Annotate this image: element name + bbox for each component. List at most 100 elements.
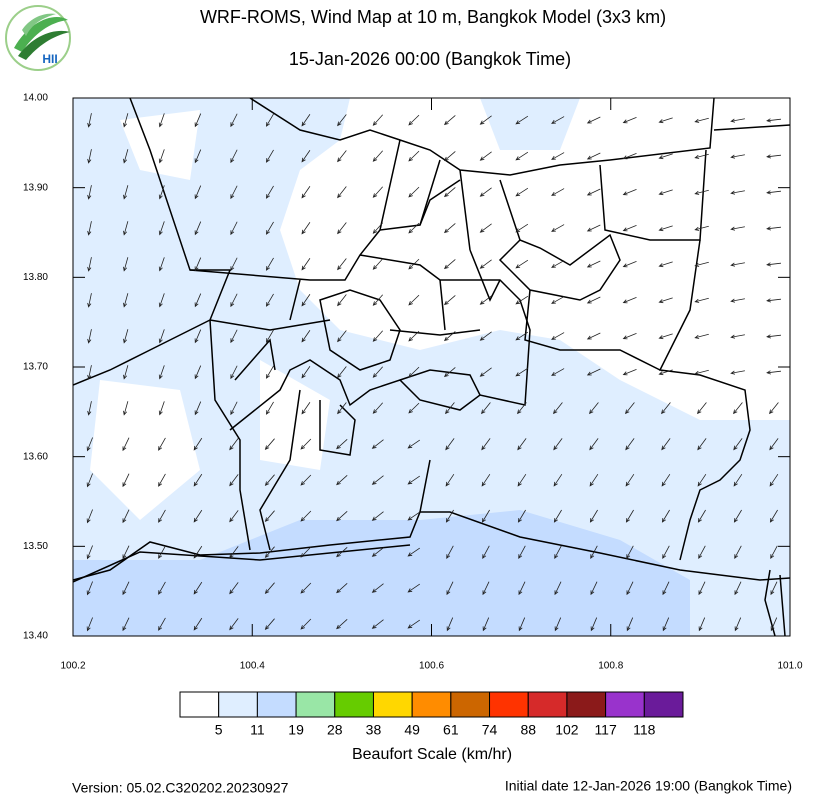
wind-arrow [625, 509, 634, 523]
wind-arrow [372, 294, 383, 306]
wind-arrow [769, 509, 778, 523]
wind-arrow [551, 188, 565, 196]
wind-arrow [158, 401, 165, 416]
wind-arrow [553, 473, 563, 487]
wind-arrow [123, 221, 129, 236]
wind-arrow [264, 546, 275, 559]
wind-arrow [769, 402, 779, 415]
wind-arrow [661, 509, 670, 523]
wind-arrow [230, 185, 238, 200]
map-area [73, 98, 790, 636]
wind-arrow [518, 617, 526, 632]
wind-arrow [229, 546, 239, 559]
wind-arrow [730, 334, 745, 339]
wind-arrow [515, 295, 529, 305]
wind-arrow [193, 473, 203, 487]
wind-arrow [622, 261, 637, 268]
wind-arrow [336, 619, 348, 630]
colorbar-box [411, 691, 452, 718]
wind-arrow [158, 149, 165, 164]
wind-arrow [408, 258, 420, 270]
wind-arrow [697, 438, 707, 451]
wind-arrow [445, 402, 455, 415]
wind-arrow [194, 401, 202, 416]
wind-arrow [372, 402, 383, 414]
wind-arrow [264, 438, 275, 451]
wind-arrow [123, 257, 129, 272]
wind-arrow [337, 222, 347, 235]
wind-arrow [194, 149, 202, 164]
wind-arrow [479, 151, 492, 161]
wind-arrow [371, 439, 384, 449]
wind-arrow [193, 437, 203, 451]
wind-arrow [554, 617, 562, 632]
wind-arrow [766, 118, 781, 123]
wind-arrow [87, 293, 92, 308]
y-tick-label: 13.50 [23, 541, 48, 552]
wind-arrow [482, 581, 490, 596]
wind-arrow [482, 545, 490, 559]
wind-arrow [372, 186, 383, 198]
wind-arrow [337, 186, 347, 199]
wind-arrow [586, 296, 601, 304]
colorbar-label: 38 [366, 722, 382, 738]
x-tick-label: 100.4 [240, 661, 265, 672]
wind-arrow [766, 226, 781, 231]
wind-arrow [87, 401, 92, 416]
wind-arrow [229, 618, 239, 631]
wind-arrow [194, 113, 202, 128]
wind-arrow [301, 401, 311, 415]
wind-arrow [446, 617, 454, 632]
wind-arrow [301, 329, 311, 343]
wind-arrow [336, 511, 348, 522]
wind-arrow [230, 293, 238, 308]
wind-arrow [590, 545, 598, 559]
wind-arrow [407, 511, 421, 521]
wind-arrow [158, 293, 165, 308]
wind-arrow [622, 225, 637, 232]
wind-arrow [698, 545, 706, 559]
wind-arrow [158, 257, 165, 272]
wind-arrow [479, 187, 492, 197]
wind-arrow [626, 545, 634, 559]
wind-arrow [551, 296, 565, 304]
wind-arrows [86, 113, 781, 632]
wind-arrow [87, 257, 92, 272]
wind-arrow [336, 475, 348, 486]
wind-arrow [589, 473, 599, 487]
wind-arrow [193, 545, 203, 559]
wind-arrow [730, 190, 745, 195]
colorbar-label: 19 [288, 722, 304, 738]
wind-arrow [158, 473, 166, 487]
wind-arrow [658, 297, 673, 304]
wind-arrow [769, 438, 779, 451]
colorbar-box [643, 691, 684, 718]
wind-arrow [766, 190, 781, 195]
wind-arrow [301, 149, 311, 163]
wind-arrow [658, 333, 673, 340]
wind-arrow [625, 438, 635, 451]
wind-arrow [625, 473, 635, 487]
wind-arrow [698, 617, 706, 632]
wind-arrow [554, 581, 562, 596]
wind-arrow [371, 583, 384, 593]
colorbar-box [256, 691, 297, 718]
wind-arrow [590, 581, 598, 596]
colorbar-label: 49 [404, 722, 420, 738]
wind-arrow [408, 150, 420, 162]
wind-arrow [300, 438, 312, 450]
wind-arrow [626, 617, 634, 632]
wind-arrow [301, 365, 311, 379]
wind-arrow [86, 473, 93, 488]
wind-arrow [265, 221, 274, 235]
wind-arrow [264, 510, 275, 523]
wind-arrow [158, 185, 165, 200]
wind-arrow [730, 298, 745, 303]
wind-arrow [372, 150, 383, 162]
wind-arrow [586, 188, 601, 196]
wind-arrow [730, 262, 745, 267]
wind-arrow [229, 510, 239, 523]
wind-arrow [589, 509, 598, 523]
wind-arrow [694, 189, 709, 195]
wind-arrow [518, 581, 526, 596]
